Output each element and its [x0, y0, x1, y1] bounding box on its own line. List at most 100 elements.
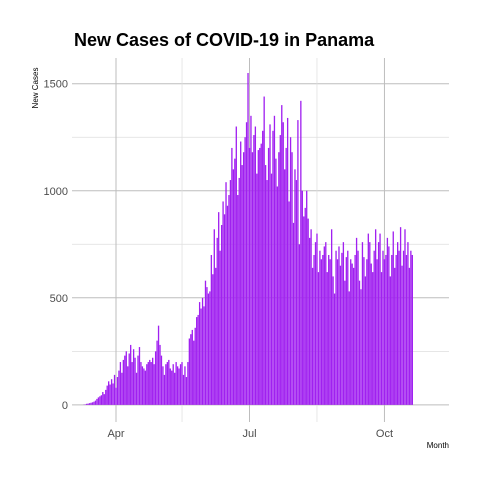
bar [408, 267, 411, 405]
bar [144, 370, 147, 405]
bar [279, 135, 281, 405]
bar [137, 355, 139, 405]
bar [319, 250, 321, 405]
bar [323, 246, 325, 405]
bar [232, 169, 235, 405]
bar [156, 340, 158, 405]
bar [398, 250, 400, 405]
bar [320, 259, 323, 405]
bar [330, 229, 333, 405]
bar [88, 403, 91, 405]
bar [168, 359, 170, 405]
bar [388, 246, 390, 405]
bar [160, 355, 163, 405]
bar [332, 276, 334, 405]
bar [272, 130, 274, 405]
bar [366, 259, 368, 405]
bar [354, 254, 356, 405]
bar [350, 259, 352, 405]
bar [325, 242, 327, 405]
bar [395, 254, 397, 405]
bar [162, 366, 164, 405]
bar [367, 233, 369, 405]
bar [307, 218, 309, 405]
bar [310, 229, 312, 405]
bar [169, 368, 171, 405]
bar [130, 344, 132, 405]
bar [150, 362, 152, 405]
bar [316, 233, 318, 405]
bar [322, 254, 324, 405]
bar [181, 362, 183, 405]
bar [399, 227, 402, 405]
bar [373, 250, 375, 405]
bar [113, 374, 116, 405]
bar [112, 383, 114, 405]
bar [190, 334, 192, 405]
x-axis-title: Month [427, 441, 449, 450]
bar [285, 147, 287, 405]
bar [132, 349, 135, 405]
bar [128, 353, 130, 405]
bar [253, 135, 255, 405]
bar [210, 254, 213, 405]
bar [342, 242, 345, 405]
bars [83, 72, 413, 405]
bar [231, 147, 233, 405]
bar [204, 280, 207, 405]
bar [288, 201, 290, 405]
bar [300, 100, 302, 405]
bar [219, 250, 221, 405]
bar [87, 403, 89, 405]
bar [194, 327, 196, 405]
bar [267, 147, 270, 405]
bar [184, 366, 186, 405]
bar [94, 400, 97, 405]
bar [282, 122, 284, 405]
bar [284, 169, 286, 405]
x-tick-label: Apr [107, 428, 124, 440]
bar [143, 368, 145, 405]
bar [269, 124, 271, 405]
bar [329, 259, 331, 405]
bar [341, 252, 343, 405]
bar [86, 403, 88, 405]
bar [222, 201, 224, 405]
bar [121, 372, 123, 405]
bar [370, 263, 372, 405]
bar [351, 263, 353, 405]
bar [97, 397, 100, 405]
bar [226, 205, 229, 405]
bar [93, 401, 95, 405]
bar [308, 237, 311, 405]
bar [335, 250, 337, 405]
bar [292, 222, 295, 405]
bar [209, 291, 211, 405]
bar [171, 370, 173, 405]
bar [197, 314, 199, 405]
bar [153, 364, 155, 405]
bar [313, 254, 315, 405]
bar [317, 272, 320, 405]
bar [172, 364, 174, 405]
bar [109, 384, 111, 405]
bar [237, 195, 239, 405]
bar [191, 329, 193, 405]
bar [110, 379, 113, 405]
bar [179, 364, 182, 405]
bar [347, 250, 349, 405]
bar [303, 216, 305, 405]
bar [201, 297, 204, 405]
grid [72, 58, 449, 422]
bar [256, 173, 258, 405]
bar [116, 377, 119, 405]
bar [223, 214, 226, 405]
bar [122, 359, 124, 405]
bar [361, 242, 364, 405]
bar [263, 96, 265, 405]
x-tick-label: Jul [242, 428, 256, 440]
bar [206, 287, 208, 405]
bar [297, 120, 299, 405]
chart-title: New Cases of COVID-19 in Panama [74, 30, 375, 50]
bar [119, 362, 122, 405]
